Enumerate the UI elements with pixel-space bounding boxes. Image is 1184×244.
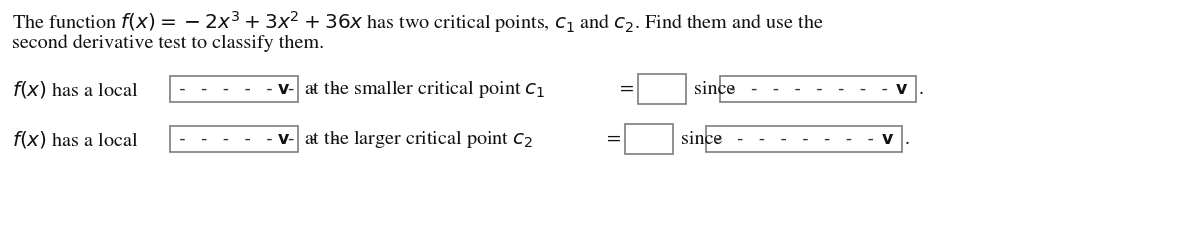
Text: The function $f(x) = -2x^3 + 3x^2 + 36x$ has two critical points, $c_1$ and $c_2: The function $f(x) = -2x^3 + 3x^2 + 36x$… [12, 9, 824, 35]
Text: v: v [881, 130, 893, 148]
Bar [720, 76, 916, 102]
Text: $f(x)$ has a local: $f(x)$ has a local [12, 79, 139, 100]
Bar [170, 126, 298, 152]
Text: .: . [905, 131, 910, 148]
Text: v: v [277, 80, 289, 98]
Text: at the larger critical point $c_2$: at the larger critical point $c_2$ [304, 128, 533, 150]
Bar [625, 124, 673, 154]
Text: =: = [620, 81, 633, 98]
Bar [170, 76, 298, 102]
Text: second derivative test to classify them.: second derivative test to classify them. [12, 34, 324, 52]
Text: v: v [277, 130, 289, 148]
Text: =: = [607, 131, 620, 148]
Text: v: v [895, 80, 907, 98]
Text: .: . [919, 81, 924, 98]
Text: - - - - - - - -: - - - - - - - - [176, 80, 340, 98]
Text: - - - - - - - -: - - - - - - - - [727, 80, 890, 98]
Text: at the smaller critical point $c_1$: at the smaller critical point $c_1$ [304, 78, 546, 100]
Bar [706, 126, 902, 152]
Bar [638, 74, 686, 104]
Text: $f(x)$ has a local: $f(x)$ has a local [12, 129, 139, 150]
Text: - - - - - - - -: - - - - - - - - [176, 130, 340, 148]
Text: - - - - - - - -: - - - - - - - - [713, 130, 876, 148]
Text: since: since [681, 131, 722, 148]
Text: since: since [694, 81, 735, 98]
